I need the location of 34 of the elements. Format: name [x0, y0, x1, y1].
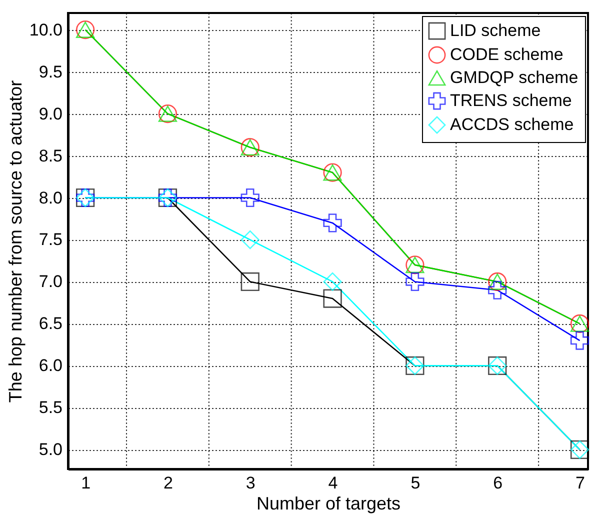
y-tick-label: 7.5 — [38, 230, 62, 250]
point — [323, 272, 342, 292]
x-tick-label: 1 — [81, 474, 91, 492]
point — [240, 272, 260, 292]
point — [570, 331, 590, 350]
legend-label: CODE scheme — [450, 45, 564, 64]
y-tick-label: 10.0 — [29, 20, 62, 40]
legend-label: LID scheme — [450, 21, 541, 40]
x-tick-label: 2 — [163, 474, 173, 492]
y-tick-label: 5.0 — [38, 440, 62, 460]
legend-label: ACCDS scheme — [450, 115, 574, 134]
y-tick-label: 9.0 — [38, 104, 62, 124]
point — [323, 289, 342, 308]
x-axis-title: Number of targets — [256, 494, 401, 514]
x-tick-label: 3 — [246, 474, 256, 492]
y-tick-label: 8.5 — [38, 146, 62, 166]
legend-label: GMDQP scheme — [450, 68, 578, 87]
point — [406, 272, 424, 292]
point — [323, 214, 342, 232]
y-axis-title: The hop number from source to actuator — [5, 80, 26, 403]
y-tick-label: 8.0 — [38, 188, 62, 208]
point — [488, 280, 507, 300]
y-tick-label: 7.0 — [38, 272, 62, 292]
y-tick-label: 5.5 — [38, 398, 62, 418]
x-tick-label: 4 — [328, 474, 338, 492]
point — [240, 188, 260, 208]
point — [240, 230, 260, 250]
y-tick-label: 6.0 — [38, 356, 62, 376]
legend-label: TRENS scheme — [450, 91, 572, 110]
x-tick-label: 6 — [493, 474, 503, 492]
y-tick-label: 6.5 — [38, 314, 62, 334]
x-tick-label: 7 — [576, 474, 585, 492]
y-tick-label: 9.5 — [38, 62, 62, 82]
x-tick-label: 5 — [410, 474, 420, 492]
